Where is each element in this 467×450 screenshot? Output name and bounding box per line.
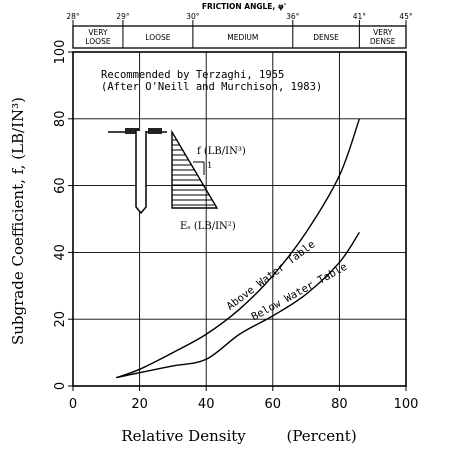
- angle-tick-label: 29°: [116, 12, 130, 21]
- angle-tick-label: 28°: [66, 12, 80, 21]
- angle-tick-label: 41°: [353, 12, 367, 21]
- angle-tick-label: 36°: [286, 12, 300, 21]
- annotation-line-1: Recommended by Terzaghi, 1955: [101, 69, 284, 81]
- density-class-label: MEDIUM: [227, 33, 258, 42]
- modulus-triangle-hatching: [172, 139, 216, 206]
- series-label: Below Water Table: [249, 261, 349, 323]
- density-class-label: VERY: [373, 28, 393, 37]
- density-class-label: VERY: [88, 28, 108, 37]
- x-tick-label: 20: [131, 397, 148, 412]
- ground-hatch-right: [148, 128, 162, 134]
- y-tick-label: 60: [53, 177, 68, 194]
- x-axis-label: Relative Density (Percent): [121, 427, 356, 445]
- x-tick-label: 40: [198, 397, 215, 412]
- es-label: Eₛ (LB/IN²): [180, 221, 236, 232]
- grid: [72, 51, 407, 387]
- y-tick-label: 40: [53, 244, 68, 261]
- y-tick-label: 100: [53, 40, 68, 65]
- x-tick-label: 60: [265, 397, 282, 412]
- density-class-label: LOOSE: [85, 37, 110, 46]
- series-line-above-water-table: [116, 118, 361, 379]
- y-tick-label: 20: [53, 311, 68, 328]
- angle-tick-label: 30°: [186, 12, 200, 21]
- x-tick-label: 80: [331, 397, 348, 412]
- x-tick-label: 0: [69, 397, 77, 412]
- f-label: f (LB/IN³): [197, 146, 246, 157]
- plot-frame: [72, 51, 407, 387]
- x-axis-label-text: Relative Density: [121, 427, 246, 445]
- density-class-label: DENSE: [370, 37, 396, 46]
- y-tick-label: 80: [53, 111, 68, 128]
- angle-tick-label: 45°: [399, 12, 413, 21]
- y-axis-ticks: 0 20 40 60 80 100: [53, 40, 73, 390]
- friction-angle-ticks: 28° 29° 30° 36° 41° 45°: [66, 12, 413, 26]
- pile-diagram: f (LB/IN³) 1 Eₛ (LB/IN²): [108, 128, 246, 232]
- y-axis-label: Subgrade Coefficient, f, (LB/IN³): [9, 97, 27, 345]
- x-tick-label: 100: [394, 397, 419, 412]
- density-band-frame: [72, 25, 407, 49]
- ground-hatch-left: [125, 128, 139, 134]
- series-line-below-water-table: [116, 231, 360, 379]
- density-class-label: LOOSE: [145, 33, 170, 42]
- pile-shaft: [135, 131, 147, 215]
- annotation-line-2: (After O'Neill and Murchison, 1983): [101, 81, 322, 93]
- x-axis-label-unit: (Percent): [287, 427, 357, 445]
- slope-label: 1: [207, 161, 212, 171]
- x-axis-ticks: 0 20 40 60 80 100: [69, 386, 419, 412]
- y-tick-label: 0: [53, 382, 68, 390]
- density-class-label: DENSE: [313, 33, 339, 42]
- friction-angle-title: FRICTION ANGLE, φ': [202, 2, 286, 11]
